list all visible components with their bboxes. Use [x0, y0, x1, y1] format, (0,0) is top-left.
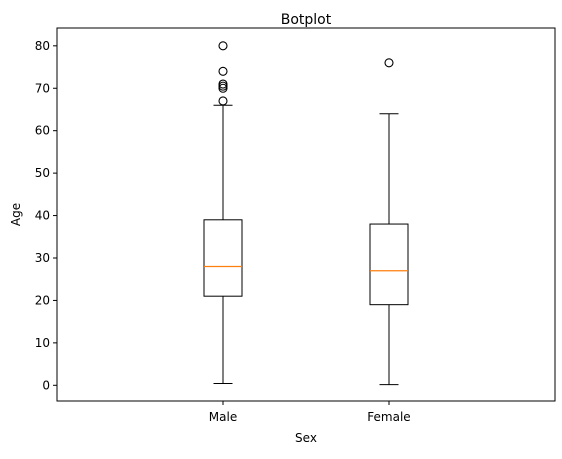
- chart-title: Botplot: [281, 12, 332, 28]
- y-axis-label: Age: [9, 203, 23, 226]
- iqr-box: [203, 219, 243, 297]
- y-tick-label: 80: [35, 39, 50, 53]
- y-tick-label: 0: [42, 378, 50, 392]
- y-tick-label: 20: [35, 293, 50, 307]
- outlier-point: [218, 96, 228, 106]
- plot-area-frame: [56, 27, 556, 402]
- x-axis: Male Female: [209, 401, 411, 424]
- outlier-point: [384, 58, 394, 68]
- x-axis-label: Sex: [295, 431, 317, 445]
- outlier-point: [218, 66, 228, 76]
- y-tick-label: 50: [35, 166, 50, 180]
- box-series: [203, 41, 409, 386]
- y-tick-label: 30: [35, 251, 50, 265]
- outlier-point: [218, 79, 228, 89]
- outlier-point: [218, 41, 228, 51]
- x-tick-label: Male: [209, 410, 237, 424]
- y-tick-label: 40: [35, 209, 50, 223]
- y-tick-label: 10: [35, 336, 50, 350]
- y-axis: 0 10 20 30 40 50 60 70 80: [35, 39, 57, 392]
- y-tick-label: 70: [35, 81, 50, 95]
- x-tick-label: Female: [367, 410, 410, 424]
- y-tick-label: 60: [35, 124, 50, 138]
- iqr-box: [369, 223, 409, 306]
